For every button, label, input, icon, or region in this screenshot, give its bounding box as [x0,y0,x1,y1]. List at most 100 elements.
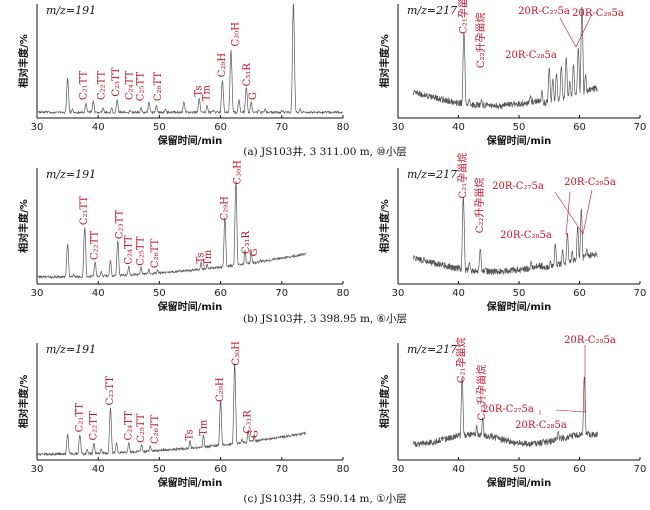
x-tick-label: 30 [392,122,405,133]
y-axis-title: 相对丰度/% [17,375,30,429]
peak-label: G [249,430,260,438]
peak-label: C₂₅TT [136,413,147,443]
peak-label: C₂₃TT [114,210,125,240]
x-axis-title: 保留时间/min [157,300,223,313]
x-tick-label: 30 [31,288,44,299]
callout-line [575,13,593,48]
x-tick-label: 50 [513,288,526,299]
x-tick-label: 70 [634,464,647,475]
x-tick-label: 60 [214,464,227,475]
x-tick-label: 30 [31,122,44,133]
mz-label: m/z=191 [46,168,96,181]
x-tick-label: 70 [275,122,288,133]
y-axis-title: 相对丰度/% [17,199,30,253]
x-tick-label: 40 [452,464,465,475]
x-tick-label: 50 [513,464,526,475]
trace-line [36,363,307,457]
peak-label: C₃₁R [241,230,252,254]
callout-label: 20R-C₂₇5a [492,181,544,192]
callout-label: 20R-C₂₇5a [482,404,534,415]
x-tick-label: 50 [153,464,166,475]
x-tick-label: 80 [337,288,350,299]
y-axis-title: 相对丰度/% [378,375,391,429]
x-tick-label: 40 [452,122,465,133]
callout-line [554,191,584,235]
x-tick-label: 60 [214,122,227,133]
peak-label: C₂₁TT [74,403,85,433]
callout-label: 20R-C₂₇5a [518,6,570,17]
peak-label: C₂₅TT [136,72,147,102]
x-tick-label: 80 [337,122,350,133]
x-tick-label: 70 [634,122,647,133]
panel-a191: 30 40 50 60 70 80 保留时间/min 相对丰度/% m/z=191 C₂₁TT C₂… [17,3,350,147]
peak-label: Ts [194,86,205,97]
callout-label: 20R-C₂₉5a [564,335,616,346]
mz-label: m/z=191 [46,343,96,356]
peak-label: C₃₀H [231,22,242,47]
x-tick-label: 80 [337,464,350,475]
caption-b: (b) JS103井, 3 398.95 m, ⑥小层 [243,312,407,325]
peak-label: C₂₄TT [123,411,134,441]
peak-label: C₃₀H [231,341,242,366]
callout-line [565,191,571,236]
x-tick-label: 30 [31,464,44,475]
mz-label: m/z=217 [407,343,457,356]
x-axis-title: 保留时间/min [486,134,552,147]
x-axis-title: 保留时间/min [157,476,223,489]
callout-line [582,189,593,235]
trace-line [412,6,598,110]
caption-a: (a) JS103井, 3 311.00 m, ⑩小层 [243,145,407,158]
trace-line [412,197,598,276]
peak-label: C₂₁TT [79,71,90,101]
peak-label: C₂₁TT [79,196,90,226]
y-axis-title: 相对丰度/% [378,199,391,253]
callout-label: 20R-C₂₈5a [500,230,552,241]
peak-label: C₂₉H [219,196,230,221]
peak-label: C₃₁R [242,63,253,87]
peak-label: Ts [185,429,196,440]
peak-label: C₂₃TT [105,376,116,406]
peak-label: C₂₆TT [150,414,161,444]
trace-line [412,376,598,448]
peak-label: C₂₉H [215,377,226,402]
y-axis-title: 相对丰度/% [17,34,30,88]
peak-label: C₂₅TT [136,236,147,266]
callout-line [555,409,586,413]
peak-label: C₃₀H [232,160,243,185]
caption-c: (c) JS103井, 3 590.14 m, ①小层 [243,492,406,505]
trace-line [36,181,307,280]
mz-label: m/z=217 [407,4,457,17]
x-tick-label: 40 [452,288,465,299]
panel-b217: 30 40 50 60 70 保留时间/min 相对丰度/% m/z=217 C₂₁孕甾烷 C₂₂… [378,153,646,313]
peak-label: C₂₂TT [90,230,101,260]
peak-label: G [248,92,259,100]
callout-label: 20R-C₂₈5a [515,420,567,431]
peak-label: C₂₂升孕甾烷 [475,365,488,421]
x-tick-label: 60 [214,288,227,299]
x-tick-label: 60 [573,464,586,475]
callout-label: 20R-C₂₉5a [564,177,616,188]
peak-label: C₂₂TT [97,71,108,101]
x-axis-title: 保留时间/min [157,134,223,147]
x-axis-title: 保留时间/min [486,300,552,313]
peak-label: C₃₁R [243,410,254,434]
callout-label: 20R-C₂₉5a [572,8,624,19]
peak-label: C₂₆TT [150,239,161,269]
mz-label: m/z=191 [46,4,96,17]
x-tick-label: 60 [573,122,586,133]
peak-label: C₂₂TT [88,411,99,441]
x-tick-label: 30 [392,464,405,475]
peak-label: Tm [202,85,213,102]
x-tick-label: 40 [92,288,105,299]
trace-line [36,3,343,115]
peak-label: C₂₄TT [125,71,136,101]
x-axis-title: 保留时间/min [486,476,552,489]
panel-b191: 30 40 50 60 70 80保留时间/min相对丰度/%m/z=191C₂₁TTC₂… [17,160,349,313]
mz-label: m/z=217 [407,168,457,181]
peak-label: C₂₂升孕甾烷 [474,12,487,68]
panel-c217: 30 40 50 60 70 保留时间/min 相对丰度/% m/z=217 C₂₁孕甾烷 C₂₂… [378,335,646,489]
x-tick-label: 40 [92,122,105,133]
